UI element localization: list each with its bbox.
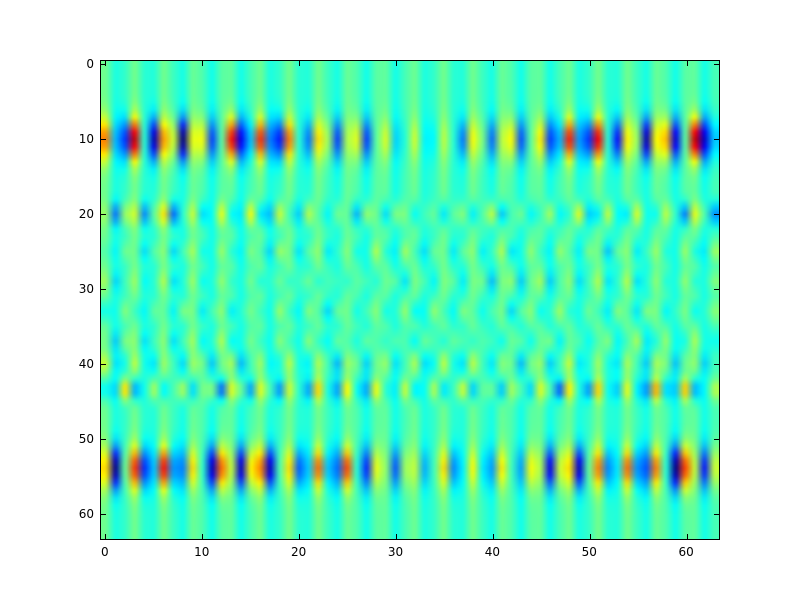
x-tick-mark	[299, 61, 301, 66]
y-tick-mark	[714, 289, 719, 291]
y-tick-label: 0	[86, 56, 94, 71]
x-tick-mark	[492, 61, 494, 66]
y-tick-mark	[101, 214, 106, 216]
y-tick-mark	[101, 514, 106, 516]
x-tick-mark	[202, 534, 204, 539]
y-tick-mark	[101, 439, 106, 441]
y-tick-label: 40	[78, 356, 94, 371]
y-tick-label: 10	[78, 131, 94, 146]
y-tick-mark	[714, 214, 719, 216]
y-tick-mark	[101, 289, 106, 291]
x-tick-label: 30	[387, 545, 404, 559]
y-tick-mark	[714, 439, 719, 441]
x-tick-mark	[395, 61, 397, 66]
x-tick-label: 50	[581, 545, 597, 559]
x-tick-mark	[202, 61, 204, 66]
y-tick-mark	[714, 64, 719, 66]
x-tick-mark	[105, 61, 107, 66]
heatmap-image	[101, 61, 719, 539]
x-tick-label: 20	[290, 545, 307, 559]
x-tick-label: 0	[101, 545, 109, 559]
x-tick-mark	[492, 534, 494, 539]
x-tick-mark	[105, 534, 107, 539]
x-tick-label: 10	[194, 545, 210, 559]
y-tick-label: 20	[78, 206, 94, 221]
x-tick-mark	[686, 61, 688, 66]
x-tick-mark	[686, 534, 688, 539]
x-tick-mark	[589, 61, 591, 66]
y-tick-label: 50	[78, 431, 94, 446]
x-tick-mark	[299, 534, 301, 539]
y-tick-label: 60	[78, 506, 94, 521]
y-tick-mark	[101, 139, 106, 141]
y-tick-mark	[714, 364, 719, 366]
y-tick-mark	[101, 364, 106, 366]
x-tick-mark	[395, 534, 397, 539]
y-tick-mark	[101, 64, 106, 66]
y-tick-mark	[714, 139, 719, 141]
x-tick-label: 60	[678, 545, 694, 559]
axes	[100, 60, 720, 540]
y-tick-mark	[714, 514, 719, 516]
x-tick-label: 40	[484, 545, 500, 559]
y-tick-label: 30	[78, 281, 94, 296]
x-tick-mark	[589, 534, 591, 539]
